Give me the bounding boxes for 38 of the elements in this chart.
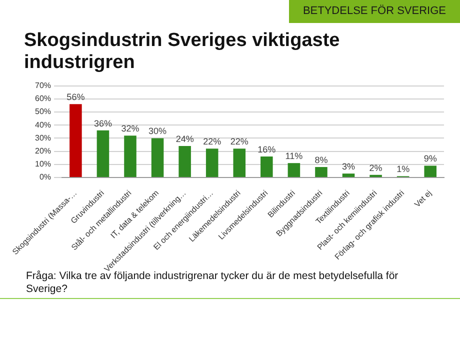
data-label: 24% xyxy=(176,134,194,144)
text: Fråga: Vilka tre av följande industrigrenar tycker du är de mest betydelsefulla för Sverige? xyxy=(26,270,400,296)
bar xyxy=(178,146,191,177)
x-tick-label: Vet ej xyxy=(412,188,434,210)
bar xyxy=(206,148,218,177)
data-label: 8% xyxy=(314,155,328,166)
y-tick-label: 70% xyxy=(35,81,52,90)
data-label: 9% xyxy=(424,154,437,164)
y-tick-label: 10% xyxy=(35,160,52,169)
y-tick-label: 40% xyxy=(35,120,52,130)
chart-subtitle: BETYDELSE FÖR SVERIGE xyxy=(288,0,460,23)
bar xyxy=(124,136,136,177)
bar xyxy=(342,174,355,177)
bar xyxy=(96,130,110,177)
bar xyxy=(233,148,246,177)
data-label: 3% xyxy=(342,162,356,172)
bar xyxy=(424,166,436,177)
data-label: 56% xyxy=(66,92,85,102)
bar xyxy=(288,163,300,177)
y-tick-label: 50% xyxy=(35,107,52,116)
data-label: 36% xyxy=(94,118,112,128)
data-label: 32% xyxy=(121,124,140,134)
bar xyxy=(151,138,164,177)
data-label: 1% xyxy=(396,164,410,174)
data-label: 22% xyxy=(203,136,222,147)
data-label: 2% xyxy=(369,162,382,173)
bar xyxy=(70,104,82,177)
data-label: 16% xyxy=(258,144,276,155)
y-tick-label: 30% xyxy=(35,133,52,142)
data-label: 30% xyxy=(148,126,167,136)
y-tick-label: 0% xyxy=(39,172,52,182)
bar xyxy=(260,156,273,177)
chart-title: Skogsindustrin Sveriges viktigaste industrigren xyxy=(24,30,341,74)
data-label: 22% xyxy=(230,136,248,147)
bar xyxy=(315,167,328,177)
data-label: 11% xyxy=(285,151,303,162)
y-tick-label: 20% xyxy=(35,146,52,156)
y-tick-label: 60% xyxy=(35,94,52,104)
